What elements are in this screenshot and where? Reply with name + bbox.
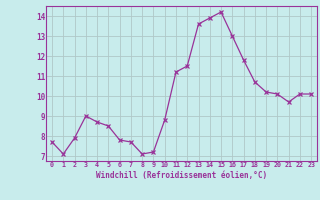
X-axis label: Windchill (Refroidissement éolien,°C): Windchill (Refroidissement éolien,°C)	[96, 171, 267, 180]
